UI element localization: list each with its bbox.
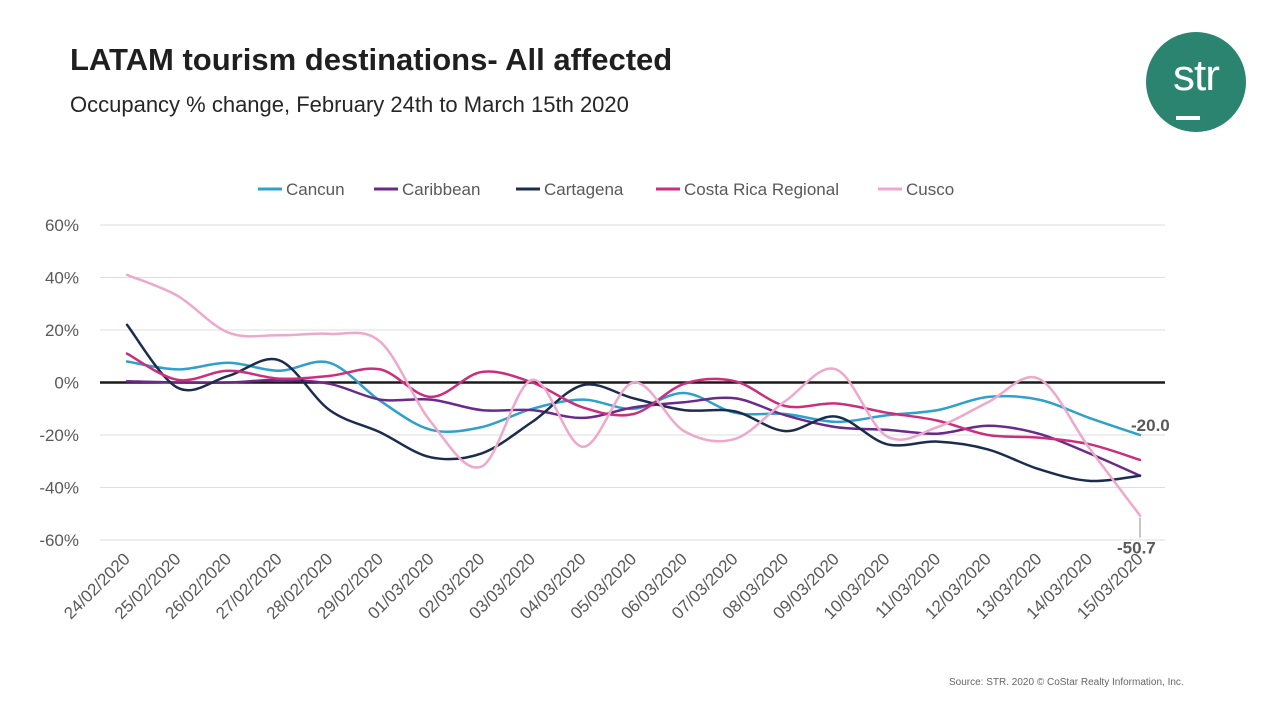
y-axis: 60% 40% 20% 0% -20% -40% -60% [39, 216, 79, 550]
legend-label-cancun: Cancun [286, 180, 345, 199]
y-tick-label: -20% [39, 426, 79, 445]
page-title: LATAM tourism destinations- All affected [70, 42, 673, 77]
str-logo: str [1146, 32, 1246, 132]
chart-annotations: -20.0 -50.7 [1117, 416, 1170, 558]
legend-label-cusco: Cusco [906, 180, 954, 199]
series-line-costa-rica-regional [125, 352, 1142, 462]
page-subtitle: Occupancy % change, February 24th to Mar… [70, 92, 629, 117]
y-tick-label: 60% [45, 216, 79, 235]
data-label: -20.0 [1131, 416, 1170, 435]
y-tick-label: 40% [45, 269, 79, 288]
logo-underline [1176, 116, 1200, 120]
logo-text: str [1173, 51, 1220, 100]
data-label: -50.7 [1117, 539, 1156, 558]
x-axis: 24/02/202025/02/202026/02/202027/02/2020… [60, 549, 1147, 623]
series-line-cancun [125, 360, 1142, 437]
y-tick-label: 20% [45, 321, 79, 340]
series-line-cusco [125, 273, 1142, 517]
y-tick-label: 0% [54, 374, 79, 393]
y-tick-label: -60% [39, 531, 79, 550]
chart-legend: Cancun Caribbean Cartagena Costa Rica Regio… [258, 180, 954, 199]
chart-gridlines [100, 224, 1165, 541]
legend-label-cartagena: Cartagena [544, 180, 624, 199]
legend-label-costa-rica-regional: Costa Rica Regional [684, 180, 839, 199]
y-tick-label: -40% [39, 479, 79, 498]
series-line-caribbean [125, 378, 1142, 477]
source-note: Source: STR. 2020 © CoStar Realty Inform… [949, 677, 1184, 688]
chart-series [125, 273, 1142, 517]
series-line-cartagena [125, 323, 1142, 483]
legend-label-caribbean: Caribbean [402, 180, 480, 199]
